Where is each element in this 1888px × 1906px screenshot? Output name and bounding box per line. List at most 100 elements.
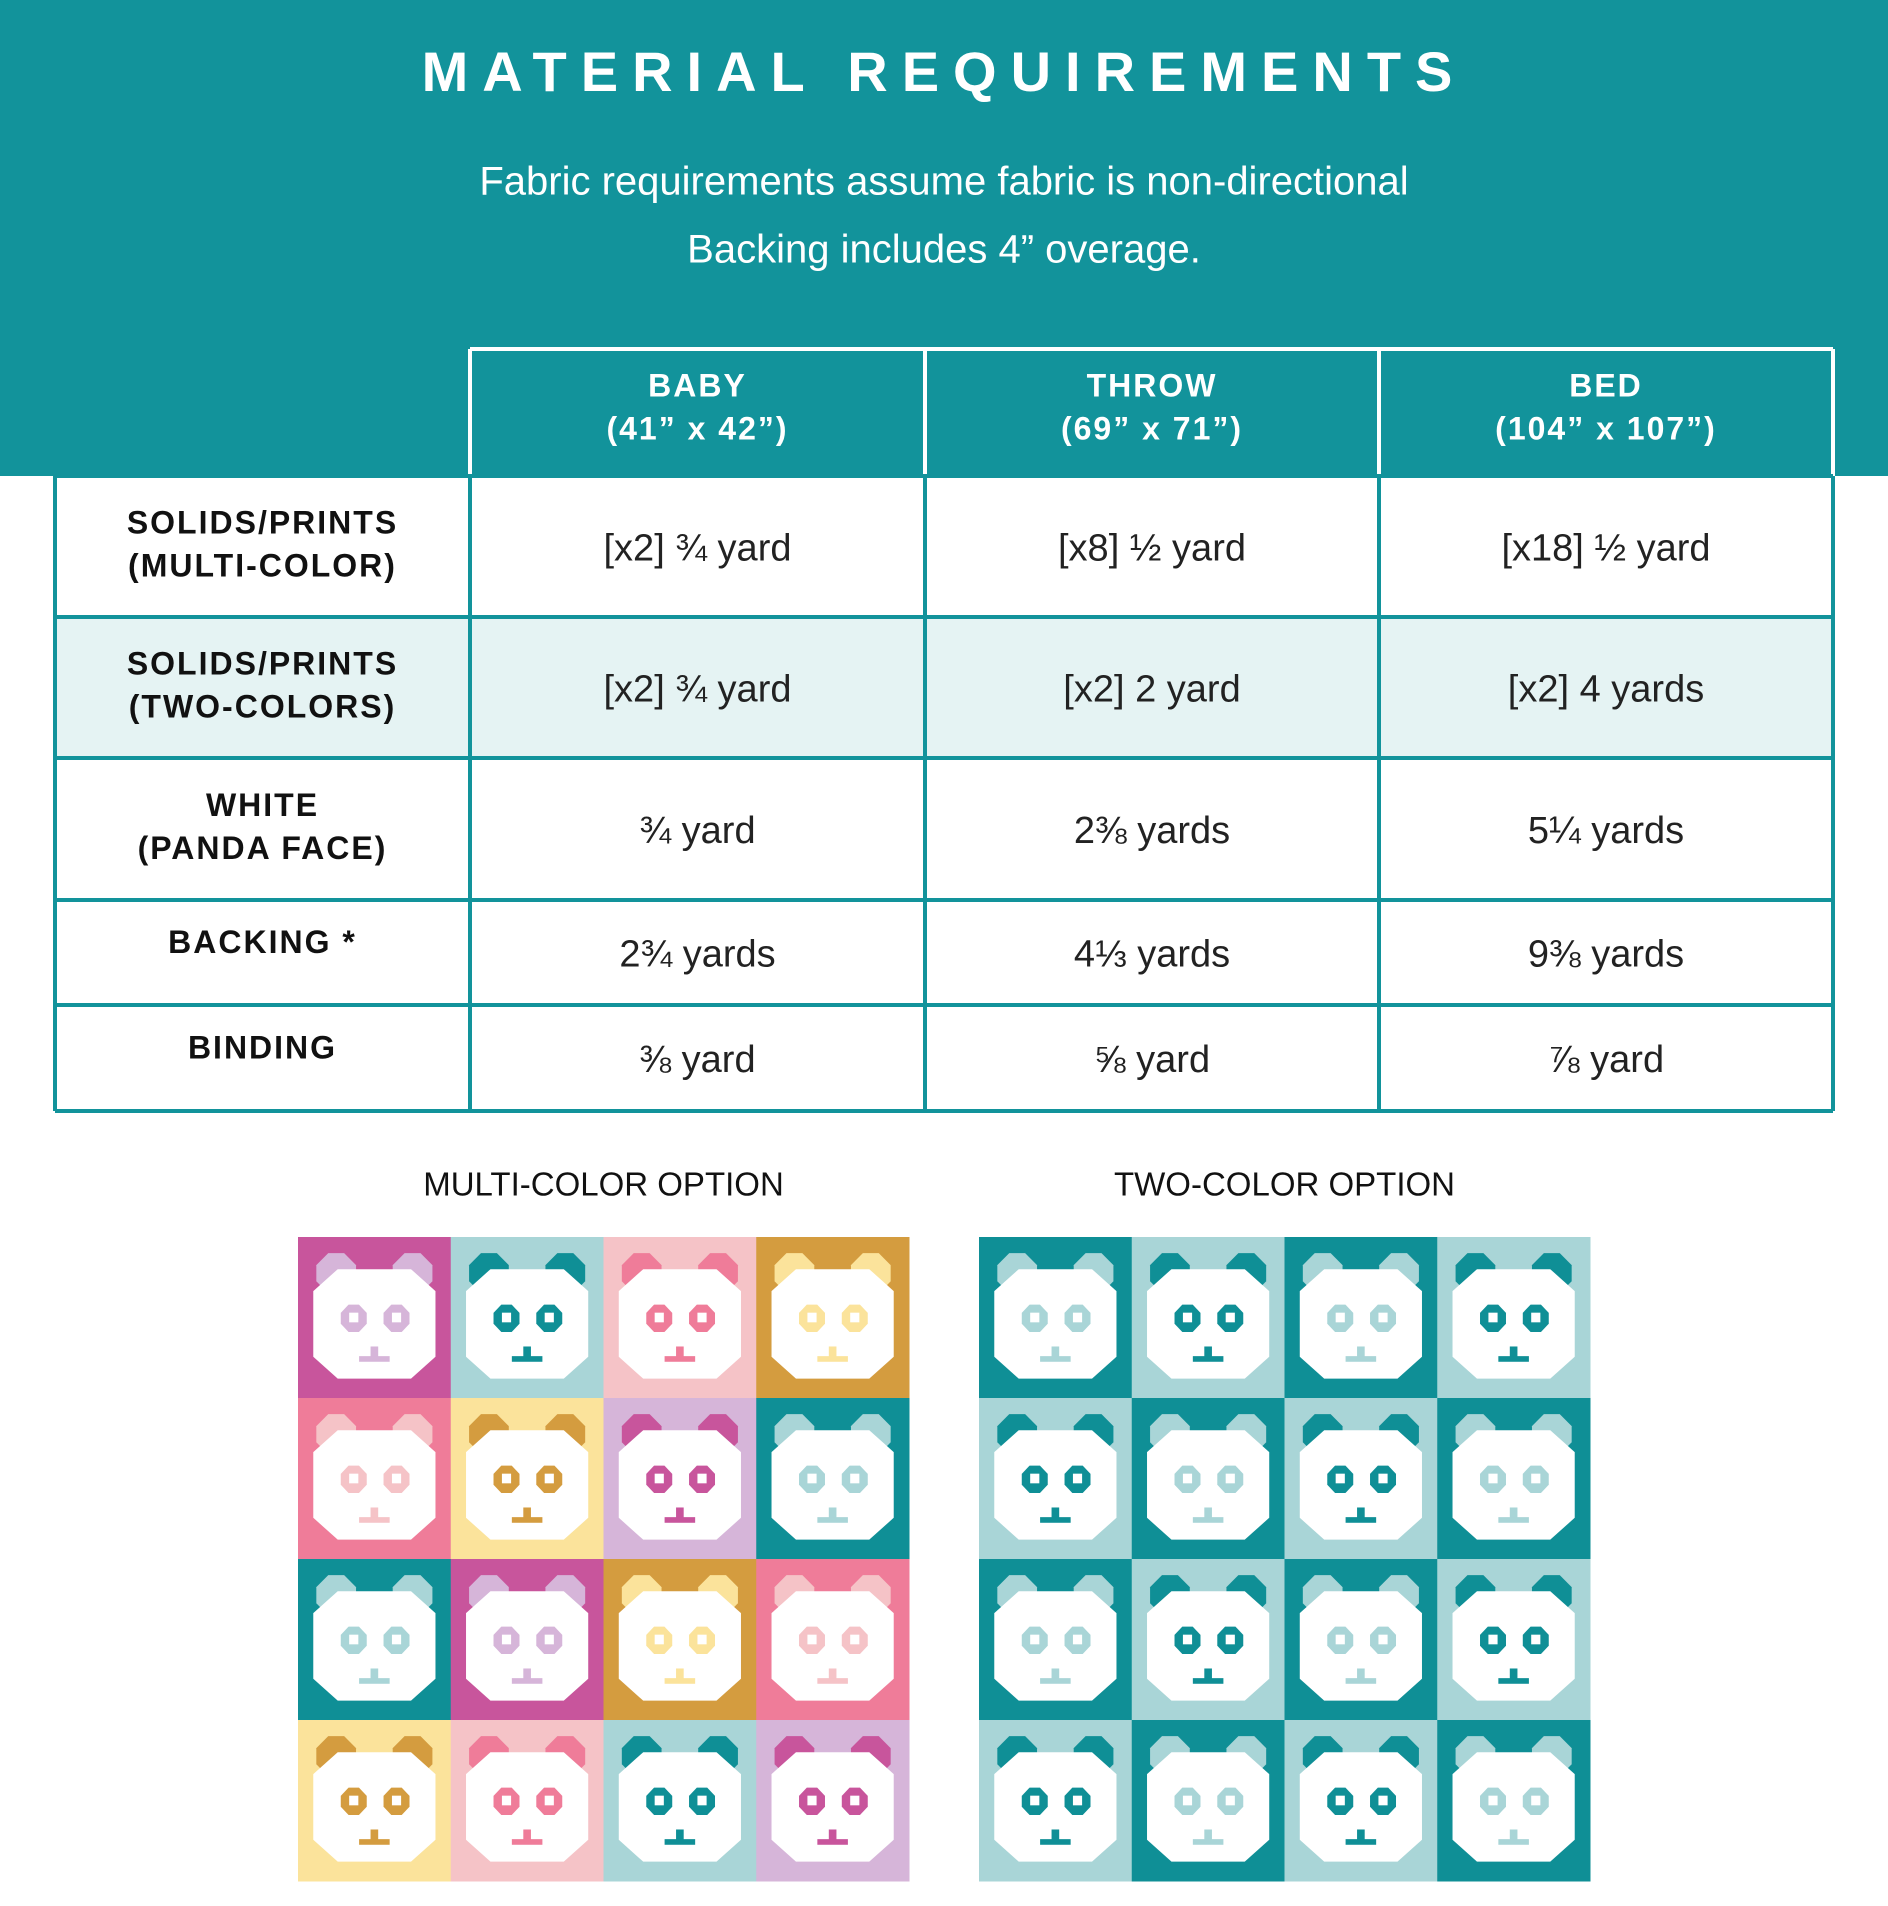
column-name: BED — [1569, 367, 1643, 403]
mouth — [1345, 1356, 1377, 1362]
face — [994, 1591, 1117, 1701]
face — [994, 1269, 1117, 1379]
nose — [828, 1346, 837, 1358]
mouth — [1040, 1356, 1071, 1362]
face — [1147, 1269, 1270, 1379]
mouth — [664, 1356, 696, 1362]
eye-shine — [1488, 1312, 1498, 1323]
eye-shine — [654, 1634, 664, 1645]
eye-shine — [1378, 1634, 1388, 1645]
eye-shine — [544, 1312, 554, 1323]
face — [1299, 1752, 1422, 1862]
face — [1147, 1591, 1270, 1701]
mouth — [817, 1356, 848, 1362]
eye-shine — [807, 1795, 817, 1806]
face — [466, 1430, 589, 1540]
header-band — [0, 0, 1888, 476]
eye-shine — [1378, 1312, 1388, 1323]
row-label: BINDING — [188, 1029, 337, 1065]
mouth — [1192, 1839, 1224, 1845]
mouth — [1498, 1678, 1529, 1684]
table-cell: ¾ yard — [639, 810, 755, 852]
nose — [1051, 1346, 1060, 1358]
eye-shine — [654, 1312, 664, 1323]
mouth — [817, 1839, 848, 1845]
row-label: (TWO-COLORS) — [129, 688, 397, 724]
mouth — [1040, 1517, 1071, 1523]
eye-shine — [1335, 1795, 1345, 1806]
mouth — [1040, 1678, 1071, 1684]
face — [1452, 1591, 1575, 1701]
table-cell: [x8] ½ yard — [1058, 528, 1246, 570]
eye-shine — [544, 1795, 554, 1806]
nose — [1509, 1829, 1518, 1841]
table-cell: [x2] ¾ yard — [604, 669, 792, 711]
eye-shine — [807, 1473, 817, 1484]
eye-shine — [697, 1795, 707, 1806]
face — [313, 1591, 436, 1701]
eye-shine — [807, 1312, 817, 1323]
nose — [1357, 1668, 1365, 1680]
face — [1452, 1430, 1575, 1540]
nose — [1509, 1507, 1518, 1519]
row-background — [55, 1005, 1833, 1111]
eye-shine — [1030, 1312, 1040, 1323]
eye-shine — [349, 1473, 359, 1484]
face — [466, 1591, 589, 1701]
quilt — [979, 1237, 1591, 1882]
eye-shine — [654, 1473, 664, 1484]
nose — [1357, 1346, 1365, 1358]
nose — [523, 1346, 531, 1358]
mouth — [1192, 1356, 1224, 1362]
face — [1299, 1269, 1422, 1379]
eye-shine — [501, 1634, 512, 1645]
mouth — [1192, 1678, 1224, 1684]
nose — [676, 1507, 684, 1519]
nose — [1204, 1507, 1212, 1519]
eye-shine — [1225, 1312, 1235, 1323]
row-label: (MULTI-COLOR) — [128, 547, 397, 583]
eye-shine — [349, 1795, 359, 1806]
face — [1299, 1430, 1422, 1540]
nose — [828, 1507, 837, 1519]
face — [1299, 1591, 1422, 1701]
face — [313, 1752, 436, 1862]
nose — [1051, 1829, 1060, 1841]
eye-shine — [1488, 1634, 1498, 1645]
mouth — [359, 1839, 390, 1845]
nose — [1357, 1829, 1365, 1841]
eye-shine — [501, 1312, 512, 1323]
face — [1452, 1269, 1575, 1379]
eye-shine — [391, 1473, 402, 1484]
eye-shine — [807, 1634, 817, 1645]
column-name: THROW — [1087, 367, 1218, 403]
nose — [523, 1829, 531, 1841]
nose — [1509, 1668, 1518, 1680]
eye-shine — [1030, 1634, 1040, 1645]
eye-shine — [1531, 1634, 1541, 1645]
table-cell: 4⅓ yards — [1074, 934, 1230, 976]
eye-shine — [349, 1634, 359, 1645]
eye-shine — [501, 1473, 512, 1484]
eye-shine — [1072, 1312, 1083, 1323]
mouth — [511, 1356, 543, 1362]
nose — [370, 1668, 379, 1680]
face — [466, 1752, 589, 1862]
eye-shine — [391, 1795, 402, 1806]
nose — [523, 1507, 531, 1519]
subtitle: Fabric requirements assume fabric is non… — [479, 160, 1408, 204]
face — [771, 1430, 894, 1540]
eye-shine — [697, 1312, 707, 1323]
column-name: BABY — [648, 367, 747, 403]
eye-shine — [1225, 1795, 1235, 1806]
eye-shine — [1072, 1795, 1083, 1806]
face — [618, 1430, 741, 1540]
column-size: (41” x 42”) — [606, 410, 788, 446]
mouth — [511, 1839, 543, 1845]
eye-shine — [1072, 1473, 1083, 1484]
row-label: SOLIDS/PRINTS — [127, 504, 398, 540]
option-title: TWO-COLOR OPTION — [1114, 1166, 1455, 1203]
row-background — [55, 476, 1833, 617]
eye-shine — [1182, 1473, 1193, 1484]
